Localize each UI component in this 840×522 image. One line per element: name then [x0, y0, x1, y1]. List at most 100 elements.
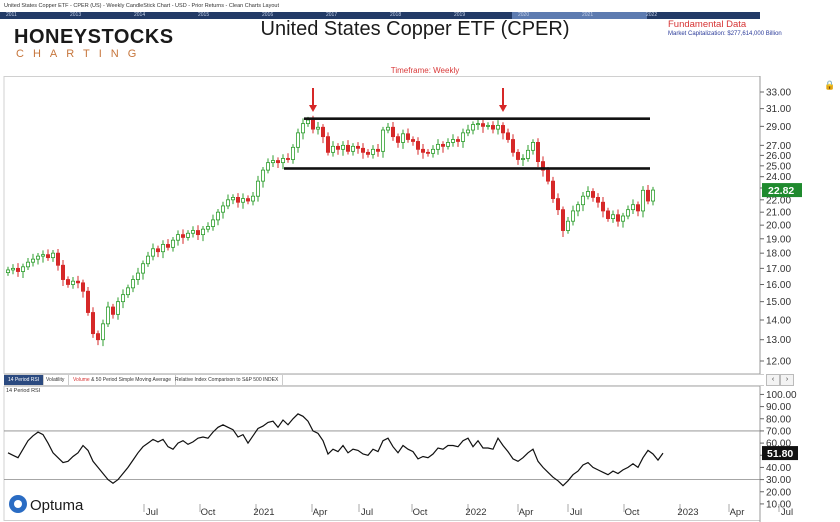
candle-down — [636, 204, 641, 212]
candle-down — [510, 139, 515, 153]
candle-down — [61, 264, 66, 280]
x-tick-label: 2021 — [253, 507, 274, 518]
tab-relative-index[interactable]: Relative Index Comparison to S&P 500 IND… — [171, 375, 284, 385]
candle-up — [571, 210, 576, 222]
x-tick-label: Jul — [361, 507, 373, 518]
candle-down — [345, 144, 350, 152]
candle-down — [91, 312, 96, 335]
price-y-tick-label: 26.00 — [766, 151, 791, 162]
scroll-right-button[interactable]: › — [780, 374, 794, 386]
price-y-tick-label: 17.00 — [766, 264, 791, 275]
candle-up — [150, 248, 155, 257]
candle-up — [380, 129, 385, 152]
tab-rsi[interactable]: 14 Period RSI — [4, 375, 45, 385]
arrow-first-top-head — [309, 105, 317, 112]
candle-up — [300, 123, 305, 134]
candle-up — [460, 132, 465, 142]
candle-up — [350, 145, 355, 152]
rsi-y-tick-label: 90.00 — [766, 402, 791, 413]
candle-down — [375, 148, 380, 152]
navigator-year-label: 2011 — [6, 12, 17, 18]
chart-caption-line: United States Copper ETF - CPER (US) - W… — [0, 0, 840, 12]
x-tick-label: 2022 — [465, 507, 486, 518]
price-y-tick-label: 16.00 — [766, 280, 791, 291]
candle-up — [25, 261, 30, 268]
candle-up — [220, 205, 225, 213]
candle-up — [330, 145, 335, 153]
rsi-y-tick-label: 70.00 — [766, 426, 791, 437]
candle-up — [526, 149, 531, 159]
candle-up — [621, 215, 626, 222]
candle-up — [340, 144, 345, 150]
x-tick-label: Apr — [313, 507, 328, 518]
tab-volatility[interactable]: Volatility — [42, 375, 70, 385]
candle-up — [225, 199, 230, 207]
candle-down — [390, 126, 395, 138]
candle-down — [66, 279, 71, 285]
candle-up — [295, 132, 300, 148]
x-tick-label: 2023 — [677, 507, 698, 518]
time-navigator-window[interactable] — [512, 12, 647, 19]
candle-down — [15, 267, 20, 272]
optuma-brand: Optuma — [30, 497, 84, 514]
tab-volume[interactable]: Volume & 50 Period Simple Moving Average — [69, 375, 177, 385]
candle-up — [581, 195, 586, 206]
optuma-logo-icon — [9, 495, 27, 513]
candle-up — [385, 126, 390, 131]
candle-up — [106, 306, 111, 325]
candle-up — [400, 133, 405, 143]
x-tick-label: Jul — [570, 507, 582, 518]
candle-up — [175, 234, 180, 241]
candle-up — [265, 162, 270, 171]
candle-up — [145, 255, 150, 265]
navigator-year-label: 2021 — [582, 12, 594, 18]
candle-up — [445, 142, 450, 147]
candle-up — [210, 219, 215, 227]
price-chart[interactable]: 12.00 13.00 14.00 15.00 16.00 17.00 18.00 19.00… — [0, 76, 840, 374]
x-tick-label: Oct — [201, 507, 216, 518]
price-y-tick-label: 20.00 — [766, 221, 791, 232]
candle-up — [435, 143, 440, 150]
candle-down — [180, 234, 185, 238]
candle-down — [405, 133, 410, 140]
scroll-left-button[interactable]: ‹ — [766, 374, 780, 386]
candle-up — [260, 169, 265, 182]
candle-down — [81, 282, 86, 292]
candle-up — [51, 252, 56, 259]
rsi-y-tick-label: 60.00 — [766, 439, 791, 450]
tab-volume-rest: & 50 Period Simple Moving Average — [89, 377, 172, 383]
last-price-label: 22.82 — [768, 185, 794, 197]
candle-down — [96, 333, 101, 341]
time-navigator[interactable] — [0, 12, 760, 19]
candle-down — [165, 244, 170, 248]
candle-up — [10, 267, 15, 271]
candle-up — [170, 239, 175, 248]
candle-up — [521, 158, 526, 160]
lock-icon[interactable]: 🔒 — [824, 80, 836, 90]
candle-down — [440, 143, 445, 147]
candle-down — [596, 197, 601, 203]
candle-down — [355, 145, 360, 149]
rsi-chart[interactable]: 10.0020.0030.0040.0050.0060.0070.0080.00… — [0, 386, 840, 522]
candle-up — [270, 160, 275, 164]
last-price-tag — [762, 183, 802, 198]
candle-up — [485, 125, 490, 127]
candle-up — [470, 124, 475, 131]
candle-down — [505, 132, 510, 140]
navigator-year-label: 2017 — [326, 12, 338, 18]
timeframe-label: Timeframe: Weekly — [390, 66, 460, 75]
price-plot-frame — [3, 76, 761, 374]
candle-down — [46, 254, 51, 259]
candle-up — [651, 189, 656, 202]
candle-up — [140, 263, 145, 274]
candle-up — [531, 142, 536, 151]
candle-down — [490, 125, 495, 130]
price-y-tick-label: 21.00 — [766, 208, 791, 219]
candle-up — [250, 195, 255, 202]
candle-up — [205, 226, 210, 230]
candle-up — [631, 204, 636, 211]
candle-up — [586, 191, 591, 197]
navigator-year-label: 2014 — [134, 12, 146, 18]
price-y-tick-label: 18.00 — [766, 249, 791, 260]
price-y-tick-label: 22.00 — [766, 195, 791, 206]
